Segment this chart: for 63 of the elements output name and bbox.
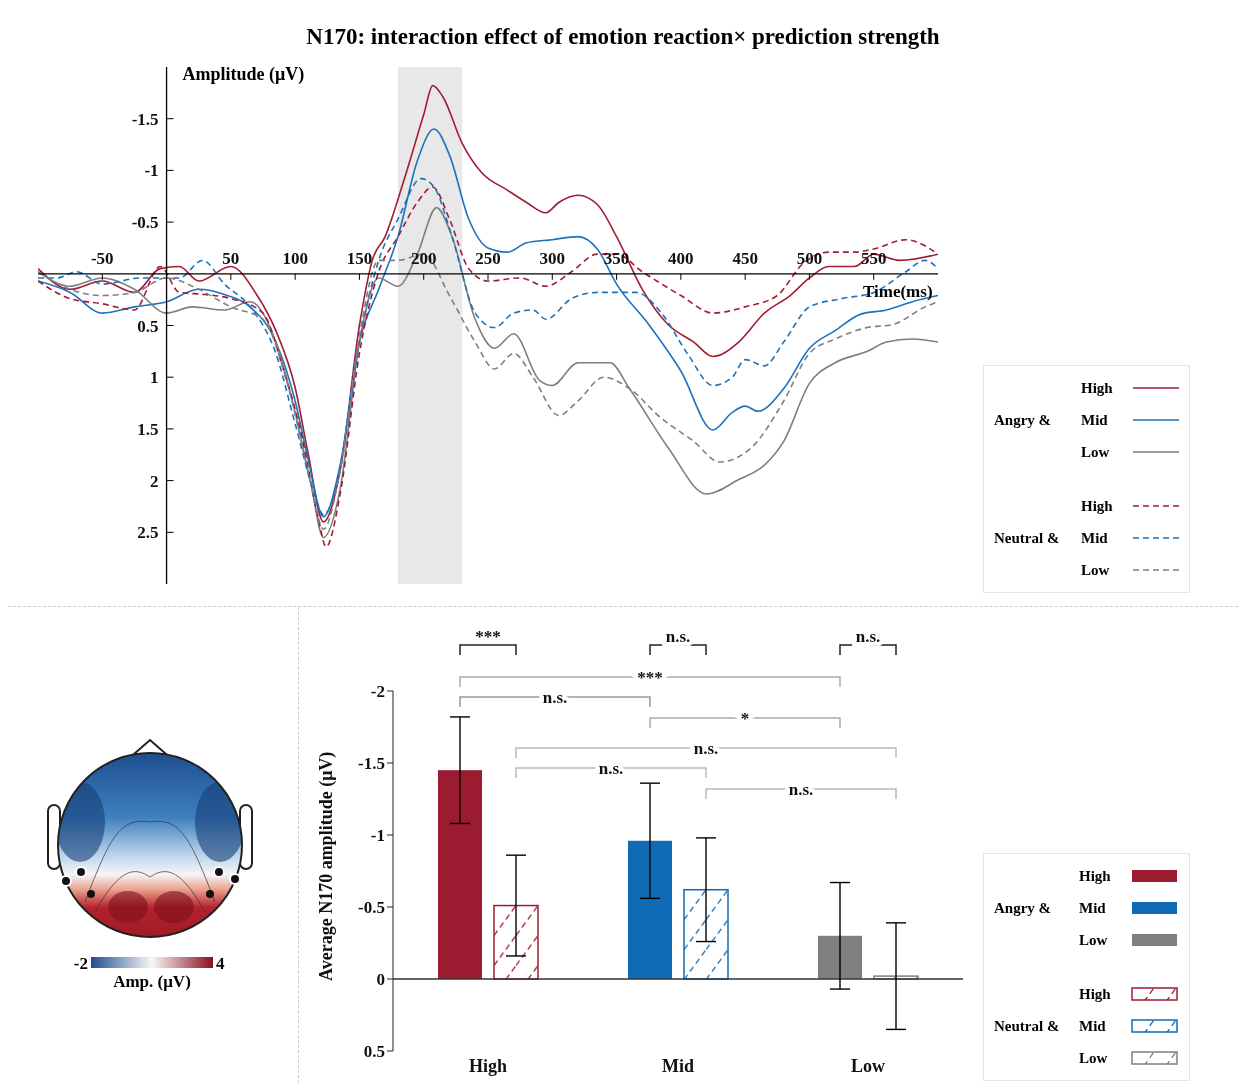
y-tick-label: -1	[370, 826, 385, 846]
x-tick-label: 150	[346, 248, 373, 268]
category-label: High	[1079, 985, 1111, 1002]
text: 4	[216, 954, 225, 973]
text: Neutral &	[994, 529, 1061, 547]
y-tick-label: -1.5	[358, 754, 385, 774]
x-tick-label: -50	[90, 248, 114, 268]
text: Angry &	[994, 411, 1053, 429]
x-tick-label: Mid	[661, 1055, 695, 1076]
annotation: n.s.	[598, 759, 624, 778]
significance-bracket: ***	[459, 668, 841, 688]
x-tick-label: 100	[282, 248, 308, 268]
y-tick-label: -2	[370, 682, 385, 702]
y-tick-label: 1	[150, 368, 159, 388]
significance-bracket: n.s.	[649, 627, 707, 656]
category-label: High	[1079, 867, 1111, 884]
significance-bracket: ***	[459, 627, 517, 656]
x-axis-title: Time(ms)	[863, 281, 933, 302]
annotation: n.s.	[788, 780, 814, 799]
y-axis-title: Amplitude (μV)	[182, 64, 305, 85]
x-tick-label: 300	[539, 248, 566, 268]
text: Angry &	[994, 899, 1053, 917]
significance-bracket: n.s.	[839, 627, 897, 656]
category-label: Low	[1079, 931, 1108, 948]
category-label: Mid	[1079, 1017, 1106, 1034]
y-tick-label: 0.5	[363, 1042, 385, 1062]
x-tick-label: 250	[475, 248, 501, 268]
x-tick-label: 450	[732, 248, 758, 268]
legend-label: Mid	[1081, 411, 1109, 429]
annotation: n.s.	[693, 739, 719, 758]
annotation: *	[740, 709, 750, 728]
significance-bracket: n.s.	[459, 688, 651, 708]
x-tick-label: 200	[410, 248, 437, 268]
legend-label: High	[1081, 379, 1114, 397]
significance-bracket: *	[649, 709, 841, 729]
x-tick-label: 400	[668, 248, 694, 268]
x-tick-label: 50	[222, 248, 240, 268]
category-label: Mid	[1079, 899, 1106, 916]
y-tick-label: 0	[376, 970, 385, 990]
y-tick-label: -0.5	[131, 213, 159, 233]
text: -2	[73, 954, 88, 973]
legend-label: High	[1081, 497, 1114, 515]
x-tick-label: Low	[850, 1055, 886, 1076]
y-tick-label: -1.5	[131, 109, 159, 129]
x-tick-label: 500	[796, 248, 823, 268]
significance-bracket: n.s.	[515, 739, 897, 759]
color-bar-title: Amp. (μV)	[113, 972, 191, 991]
y-tick-label: -1	[144, 161, 159, 181]
y-tick-label: -0.5	[358, 898, 385, 918]
text: Neutral &	[994, 1017, 1061, 1035]
y-tick-label: 0.5	[137, 316, 159, 336]
y-tick-label: 2	[150, 471, 159, 491]
y-tick-label: 1.5	[137, 419, 159, 439]
y-tick-label: 2.5	[137, 523, 159, 543]
y-axis-title: Average N170 amplitude (μV)	[316, 751, 338, 981]
x-tick-label: High	[468, 1055, 508, 1076]
annotation: n.s.	[542, 688, 568, 707]
chart-title: N170: interaction effect of emotion reaction× prediction strength	[305, 24, 941, 50]
legend-label: Low	[1081, 561, 1111, 579]
legend-label: Mid	[1081, 529, 1109, 547]
significance-bracket: n.s.	[515, 759, 707, 779]
significance-bracket: n.s.	[705, 780, 897, 800]
legend-label: Low	[1081, 443, 1111, 461]
